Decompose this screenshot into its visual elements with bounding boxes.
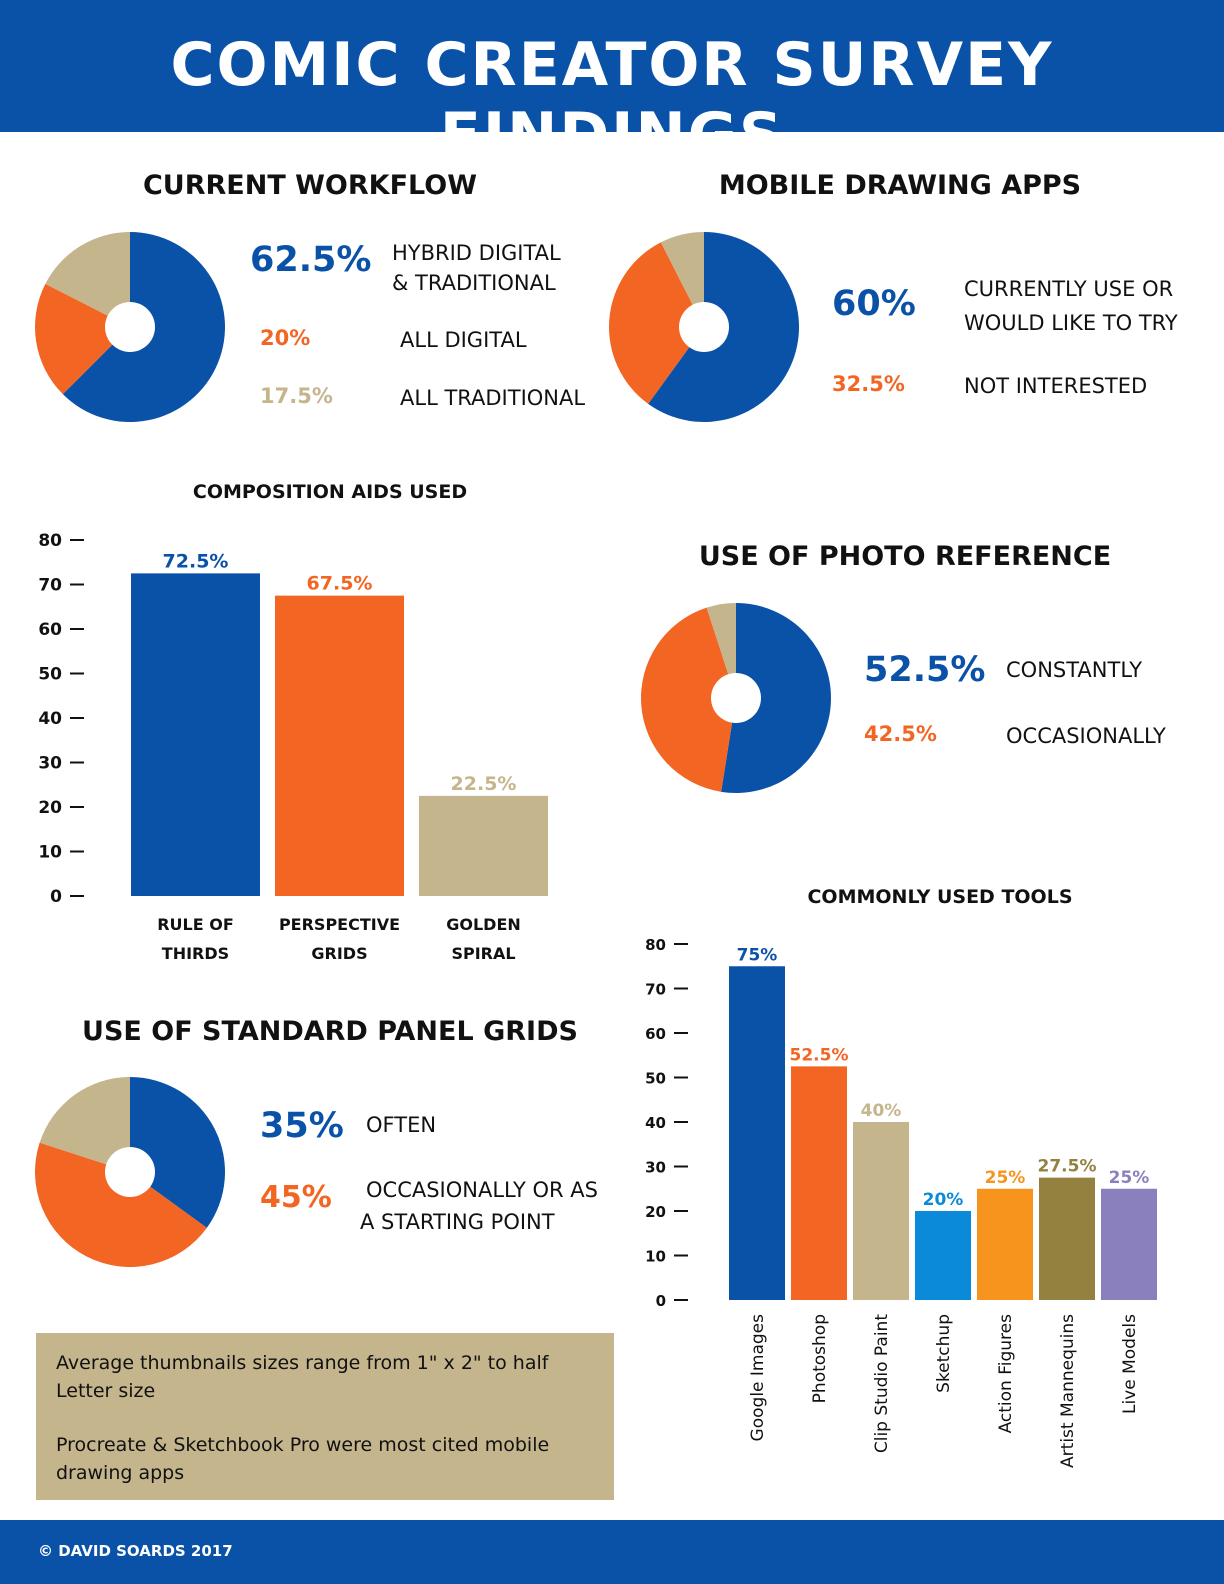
tools-category-label-2: Clip Studio Paint: [872, 1314, 892, 1453]
mobile-slice-1: [609, 242, 704, 404]
tools-category-label-1: Photoshop: [810, 1314, 830, 1403]
workflow-pct-traditional: 17.5%: [260, 384, 333, 408]
tools-value-label-2: 40%: [861, 1101, 902, 1121]
workflow-pie-chart: [35, 232, 225, 422]
photo-title: USE OF PHOTO REFERENCE: [698, 541, 1112, 572]
tools-bar-6: [1101, 1188, 1157, 1300]
workflow-pct-digital: 20%: [260, 326, 311, 350]
tools-bar-1: [791, 1066, 847, 1300]
photo-pct-occasionally: 42.5%: [864, 722, 937, 746]
tools-ytick-label: 30: [645, 1159, 666, 1177]
composition-ytick-label: 60: [38, 620, 62, 640]
tools-ytick-label: 60: [645, 1025, 666, 1043]
tools-value-label-1: 52.5%: [790, 1045, 849, 1065]
panels-pct-occasionally: 45%: [260, 1180, 332, 1215]
workflow-slice-2: [45, 232, 130, 327]
workflow-label-digital: ALL DIGITAL: [400, 328, 527, 352]
composition-ytick-label: 30: [38, 754, 62, 774]
tools-category-label-0: Google Images: [748, 1314, 768, 1442]
composition-ytick-label: 80: [38, 531, 62, 551]
photo-slice-1: [641, 607, 736, 792]
photo-label-constantly: CONSTANTLY: [1006, 658, 1143, 682]
notes-box: Average thumbnails sizes range from 1" x…: [36, 1333, 614, 1500]
tools-value-label-5: 27.5%: [1038, 1157, 1097, 1177]
tools-value-label-6: 25%: [1109, 1168, 1150, 1188]
composition-value-label-1: 67.5%: [307, 573, 373, 595]
note-mobile-apps: Procreate & Sketchbook Pro were most cit…: [56, 1434, 550, 1484]
composition-bar-2: [419, 795, 548, 896]
panels-label-occasionally: OCCASIONALLY OR AS A STARTING POINT: [360, 1178, 598, 1234]
panels-donut-hole: [105, 1147, 155, 1197]
tools-ytick-label: 70: [645, 981, 666, 999]
tools-value-label-3: 20%: [923, 1190, 964, 1210]
panels-slice-2: [39, 1077, 131, 1172]
composition-ytick-label: 70: [38, 576, 62, 596]
composition-value-label-0: 72.5%: [163, 550, 229, 572]
photo-donut-hole: [711, 673, 761, 723]
photo-slice-0: [721, 603, 831, 793]
composition-value-label-2: 22.5%: [451, 773, 517, 795]
panels-pie-chart: [34, 1077, 226, 1267]
footer-bar: © DAVID SOARDS 2017: [0, 1520, 1224, 1584]
panels-slice-1: [34, 1142, 207, 1267]
tools-bar-4: [977, 1188, 1033, 1300]
mobile-title: MOBILE DRAWING APPS: [718, 170, 1082, 201]
mobile-slice-2: [660, 232, 704, 327]
composition-category-label-0: RULE OF THIRDS: [157, 915, 234, 963]
tools-ytick-label: 50: [645, 1070, 666, 1088]
tools-category-label-6: Live Models: [1120, 1314, 1140, 1414]
copyright-text: © DAVID SOARDS 2017: [38, 1542, 233, 1560]
composition-title: COMPOSITION AIDS USED: [192, 481, 468, 503]
tools-bar-3: [915, 1211, 971, 1300]
panels-label-often: OFTEN: [366, 1113, 437, 1137]
title-banner: COMIC CREATOR SURVEY FINDINGS: [0, 0, 1224, 170]
tools-category-label-5: Artist Mannequins: [1058, 1314, 1078, 1468]
mobile-label-use: CURRENTLY USE OR WOULD LIKE TO TRY: [964, 277, 1178, 335]
photo-pie-chart: [641, 603, 831, 793]
composition-ytick-label: 10: [38, 843, 62, 863]
composition-bar-chart: 0 10 20 30 40 50 60 70 80 72.5% RULE OF THIRDS 67.5%…: [38, 531, 548, 963]
photo-label-occasionally: OCCASIONALLY: [1006, 724, 1166, 748]
composition-bar-0: [131, 573, 260, 896]
workflow-label-traditional: ALL TRADITIONAL: [400, 386, 586, 410]
mobile-pie-chart: [609, 232, 799, 422]
tools-value-label-4: 25%: [985, 1168, 1026, 1188]
workflow-pct-hybrid: 62.5%: [250, 240, 372, 280]
composition-category-label-1: PERSPECTIVE GRIDS: [279, 915, 400, 963]
composition-bar-1: [275, 595, 404, 896]
composition-category-label-2: GOLDEN SPIRAL: [446, 915, 521, 963]
tools-bar-chart: 0 10 20 30 40 50 60 70 80 75% Google Images 52.5% Ph…: [645, 936, 1157, 1468]
composition-ytick-label: 0: [50, 887, 62, 907]
photo-pct-constantly: 52.5%: [864, 650, 986, 690]
panels-title: USE OF STANDARD PANEL GRIDS: [82, 1016, 578, 1047]
tools-ytick-label: 80: [645, 936, 666, 954]
tools-category-label-3: Sketchup: [934, 1314, 954, 1393]
tools-category-label-4: Action Figures: [996, 1314, 1016, 1434]
panels-pct-often: 35%: [260, 1106, 344, 1146]
mobile-pct-use: 60%: [832, 284, 916, 324]
tools-title: COMMONLY USED TOOLS: [807, 886, 1073, 908]
tools-bar-0: [729, 966, 785, 1300]
note-thumbnails: Average thumbnails sizes range from 1" x…: [56, 1352, 549, 1402]
tools-bar-2: [853, 1122, 909, 1300]
workflow-donut-hole: [105, 302, 155, 352]
workflow-slice-1: [35, 283, 130, 395]
composition-ytick-label: 50: [38, 665, 62, 685]
mobile-donut-hole: [679, 302, 729, 352]
workflow-label-hybrid: HYBRID DIGITAL & TRADITIONAL: [392, 241, 561, 295]
tools-ytick-label: 10: [645, 1248, 666, 1266]
tools-ytick-label: 20: [645, 1203, 666, 1221]
panels-slice-0: [130, 1077, 226, 1228]
tools-bar-5: [1039, 1177, 1095, 1300]
tools-ytick-label: 40: [645, 1114, 666, 1132]
composition-ytick-label: 40: [38, 709, 62, 729]
mobile-label-not: NOT INTERESTED: [964, 374, 1148, 398]
composition-ytick-label: 20: [38, 798, 62, 818]
mobile-pct-not: 32.5%: [832, 372, 905, 396]
page-title: COMIC CREATOR SURVEY FINDINGS: [170, 30, 1054, 170]
tools-value-label-0: 75%: [737, 945, 778, 965]
tools-ytick-label: 0: [656, 1292, 666, 1310]
workflow-title: CURRENT WORKFLOW: [142, 170, 478, 201]
